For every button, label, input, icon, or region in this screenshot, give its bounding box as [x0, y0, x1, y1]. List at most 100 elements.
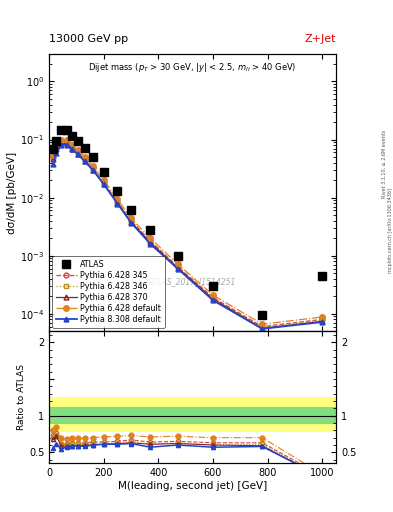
Pythia 6.428 346 [51, 155, 55, 161]
Pythia 6.428 default [175, 261, 180, 267]
Pythia 6.428 345 [148, 238, 152, 244]
Pythia 6.428 default [148, 235, 152, 241]
X-axis label: M(leading, second jet) [GeV]: M(leading, second jet) [GeV] [118, 481, 267, 491]
ATLAS [59, 127, 64, 133]
Pythia 6.428 370 [101, 181, 106, 187]
Text: Dijet mass ($p_T$ > 30 GeV, $|y|$ < 2.5, $m_{ll}$ > 40 GeV): Dijet mass ($p_T$ > 30 GeV, $|y|$ < 2.5,… [88, 61, 297, 74]
Pythia 6.428 346 [115, 200, 120, 206]
Pythia 6.428 370 [51, 156, 55, 162]
Pythia 6.428 345 [75, 150, 80, 156]
Pythia 8.308 default [129, 220, 134, 226]
ATLAS [90, 154, 95, 160]
Pythia 6.428 345 [101, 180, 106, 186]
Pythia 8.308 default [148, 241, 152, 247]
Pythia 6.428 346 [75, 150, 80, 156]
Pythia 6.428 345 [320, 316, 325, 323]
Line: Pythia 8.308 default: Pythia 8.308 default [51, 142, 325, 331]
Pythia 8.308 default [90, 167, 95, 173]
Pythia 6.428 default [320, 314, 325, 320]
Pythia 8.308 default [115, 201, 120, 207]
Pythia 6.428 345 [59, 139, 64, 145]
Pythia 6.428 346 [59, 140, 64, 146]
Pythia 6.428 346 [175, 264, 180, 270]
Pythia 8.308 default [175, 266, 180, 272]
Pythia 6.428 345 [70, 145, 75, 151]
Pythia 6.428 default [64, 137, 69, 143]
Pythia 6.428 370 [320, 318, 325, 325]
Pythia 6.428 370 [115, 200, 120, 206]
ATLAS [148, 227, 152, 233]
Pythia 6.428 346 [70, 145, 75, 152]
Pythia 8.308 default [211, 297, 215, 304]
Pythia 6.428 default [211, 292, 215, 298]
Pythia 6.428 345 [53, 145, 58, 151]
Text: Rivet 3.1.10, ≥ 2.6M events: Rivet 3.1.10, ≥ 2.6M events [382, 130, 387, 198]
Pythia 6.428 346 [260, 325, 264, 331]
Pythia 6.428 370 [82, 158, 87, 164]
Pythia 6.428 346 [90, 166, 95, 172]
Y-axis label: Ratio to ATLAS: Ratio to ATLAS [17, 365, 26, 430]
Pythia 6.428 345 [82, 157, 87, 163]
Pythia 6.428 default [129, 215, 134, 221]
Text: 13000 GeV pp: 13000 GeV pp [49, 33, 128, 44]
Pythia 6.428 370 [129, 219, 134, 225]
Pythia 6.428 default [75, 147, 80, 153]
Pythia 8.308 default [101, 181, 106, 187]
Pythia 6.428 370 [90, 167, 95, 173]
Pythia 6.428 346 [148, 239, 152, 245]
ATLAS [53, 138, 58, 144]
ATLAS [211, 283, 215, 289]
ATLAS [115, 188, 120, 194]
Pythia 6.428 default [51, 152, 55, 158]
Pythia 6.428 default [70, 142, 75, 148]
Pythia 6.428 default [101, 177, 106, 183]
Pythia 6.428 370 [260, 325, 264, 331]
Text: ATLAS_2017_I1514251: ATLAS_2017_I1514251 [149, 277, 236, 286]
Pythia 6.428 default [53, 142, 58, 148]
Pythia 6.428 346 [53, 145, 58, 152]
ATLAS [175, 252, 180, 259]
ATLAS [75, 138, 80, 144]
Pythia 8.308 default [59, 142, 64, 148]
Pythia 8.308 default [260, 326, 264, 332]
Pythia 6.428 370 [59, 140, 64, 146]
Pythia 6.428 370 [148, 239, 152, 245]
Pythia 8.308 default [51, 161, 55, 167]
Pythia 6.428 345 [129, 218, 134, 224]
Legend: ATLAS, Pythia 6.428 345, Pythia 6.428 346, Pythia 6.428 370, Pythia 6.428 defaul: ATLAS, Pythia 6.428 345, Pythia 6.428 34… [52, 256, 165, 328]
Line: Pythia 6.428 346: Pythia 6.428 346 [51, 140, 325, 330]
Text: mcplots.cern.ch [arXiv:1306.3436]: mcplots.cern.ch [arXiv:1306.3436] [388, 188, 393, 273]
Pythia 6.428 default [115, 196, 120, 202]
Pythia 6.428 370 [53, 146, 58, 153]
ATLAS [260, 312, 264, 318]
Pythia 6.428 345 [90, 165, 95, 172]
ATLAS [64, 127, 69, 133]
Pythia 6.428 346 [101, 181, 106, 187]
Line: Pythia 6.428 370: Pythia 6.428 370 [51, 141, 325, 331]
Pythia 6.428 345 [211, 294, 215, 301]
ATLAS [101, 168, 106, 175]
Pythia 6.428 default [260, 321, 264, 327]
Pythia 8.308 default [75, 151, 80, 157]
Pythia 8.308 default [70, 146, 75, 153]
Pythia 6.428 346 [129, 218, 134, 224]
Pythia 6.428 default [82, 154, 87, 160]
Pythia 6.428 370 [175, 265, 180, 271]
Pythia 8.308 default [64, 141, 69, 147]
Pythia 6.428 370 [64, 141, 69, 147]
Pythia 8.308 default [53, 150, 58, 156]
Pythia 6.428 370 [70, 146, 75, 153]
ATLAS [129, 207, 134, 214]
Pythia 6.428 345 [64, 140, 69, 146]
ATLAS [51, 146, 55, 153]
Pythia 6.428 345 [260, 324, 264, 330]
ATLAS [320, 273, 325, 279]
Pythia 6.428 346 [82, 157, 87, 163]
Pythia 6.428 370 [211, 296, 215, 302]
Pythia 6.428 346 [320, 317, 325, 324]
Line: ATLAS: ATLAS [50, 126, 326, 319]
Pythia 8.308 default [320, 319, 325, 325]
Pythia 6.428 345 [51, 154, 55, 160]
Pythia 6.428 345 [175, 264, 180, 270]
Pythia 8.308 default [82, 158, 87, 164]
